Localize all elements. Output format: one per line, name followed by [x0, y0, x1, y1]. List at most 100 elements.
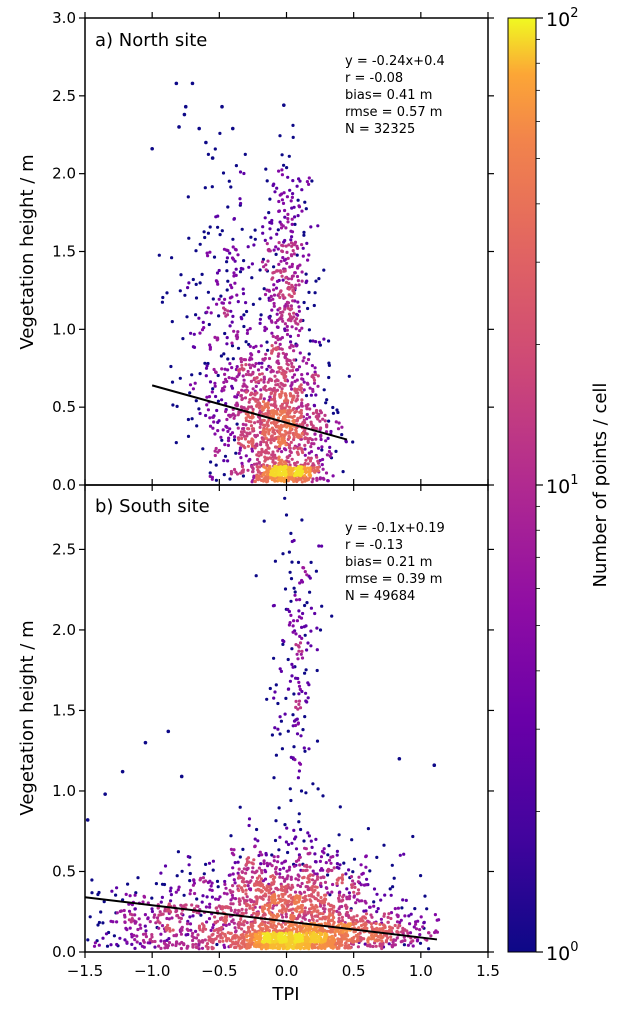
data-point	[297, 365, 302, 369]
data-point	[150, 909, 154, 914]
data-point	[270, 344, 274, 348]
data-point	[285, 411, 289, 415]
data-point	[258, 297, 262, 301]
data-point	[174, 441, 178, 445]
data-point	[365, 877, 369, 881]
data-point	[239, 886, 243, 890]
data-point	[274, 872, 279, 876]
data-point	[313, 291, 317, 295]
data-point	[378, 944, 382, 948]
data-point	[389, 911, 394, 915]
data-point	[226, 368, 230, 372]
data-point	[291, 368, 295, 373]
data-point	[297, 680, 301, 685]
data-point	[208, 424, 213, 428]
data-point	[418, 928, 422, 932]
data-point	[235, 365, 239, 369]
data-point	[201, 320, 205, 324]
data-point	[178, 289, 182, 293]
data-point	[435, 918, 439, 922]
data-point	[290, 647, 294, 651]
data-point	[210, 185, 214, 189]
data-point	[296, 925, 300, 929]
data-point	[281, 201, 286, 205]
data-point	[244, 372, 248, 377]
data-point	[216, 336, 220, 340]
data-point	[212, 255, 217, 259]
data-point	[276, 946, 280, 951]
data-point	[373, 939, 377, 943]
data-point	[241, 932, 245, 937]
data-point	[198, 411, 202, 416]
data-point	[258, 850, 262, 854]
data-point	[240, 907, 244, 912]
data-point	[280, 347, 284, 351]
data-point	[253, 421, 257, 425]
data-point	[333, 938, 337, 942]
data-point	[277, 431, 282, 435]
data-point	[240, 363, 244, 367]
data-point	[309, 420, 313, 424]
data-point	[237, 874, 241, 878]
stats-bias-b: bias= 0.21 m	[345, 555, 432, 570]
data-point	[159, 932, 163, 936]
data-point	[250, 861, 254, 865]
data-point	[347, 897, 351, 901]
data-point	[272, 288, 276, 292]
data-point	[352, 915, 356, 919]
data-point	[170, 256, 174, 260]
data-point	[305, 417, 309, 421]
data-point	[230, 295, 234, 299]
data-point	[291, 907, 295, 911]
data-point	[244, 340, 248, 344]
data-point	[269, 403, 273, 407]
data-point	[314, 939, 318, 943]
data-point	[165, 909, 169, 913]
data-point	[299, 457, 302, 460]
data-point	[327, 858, 332, 862]
data-point	[327, 942, 331, 946]
data-point	[300, 270, 304, 274]
data-point	[413, 907, 417, 911]
data-point	[238, 448, 242, 452]
data-point	[263, 328, 267, 333]
data-point	[231, 935, 235, 939]
data-point	[298, 896, 302, 900]
data-point	[310, 442, 314, 446]
data-point	[291, 288, 295, 292]
data-point	[310, 942, 314, 946]
data-point	[327, 363, 331, 367]
data-point	[280, 168, 284, 172]
data-point	[308, 472, 312, 476]
data-point	[198, 242, 202, 246]
data-point	[284, 396, 288, 400]
data-point	[259, 440, 263, 444]
data-point	[194, 936, 199, 940]
data-point	[274, 683, 278, 687]
data-point	[254, 945, 258, 949]
data-point	[356, 938, 360, 942]
data-point	[315, 872, 319, 876]
data-point	[228, 873, 232, 877]
data-point	[352, 890, 356, 894]
data-point	[262, 885, 266, 890]
data-point	[295, 717, 299, 721]
data-point	[303, 474, 307, 478]
data-point	[285, 826, 289, 830]
data-point	[301, 916, 305, 920]
data-point	[206, 231, 210, 235]
data-point	[287, 443, 292, 447]
data-point	[304, 404, 308, 408]
data-point	[169, 886, 173, 890]
data-point	[97, 890, 101, 895]
data-point	[253, 905, 257, 909]
data-point	[284, 696, 288, 701]
data-point	[291, 624, 295, 628]
data-point	[314, 569, 318, 573]
data-point	[287, 312, 292, 316]
data-point	[295, 184, 299, 188]
data-point	[407, 914, 411, 918]
data-point	[306, 696, 310, 700]
data-point	[258, 425, 262, 429]
x-tick-label: −1.0	[134, 962, 170, 980]
